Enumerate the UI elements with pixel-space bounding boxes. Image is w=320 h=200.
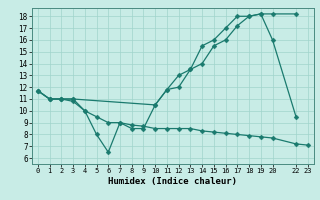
X-axis label: Humidex (Indice chaleur): Humidex (Indice chaleur) xyxy=(108,177,237,186)
